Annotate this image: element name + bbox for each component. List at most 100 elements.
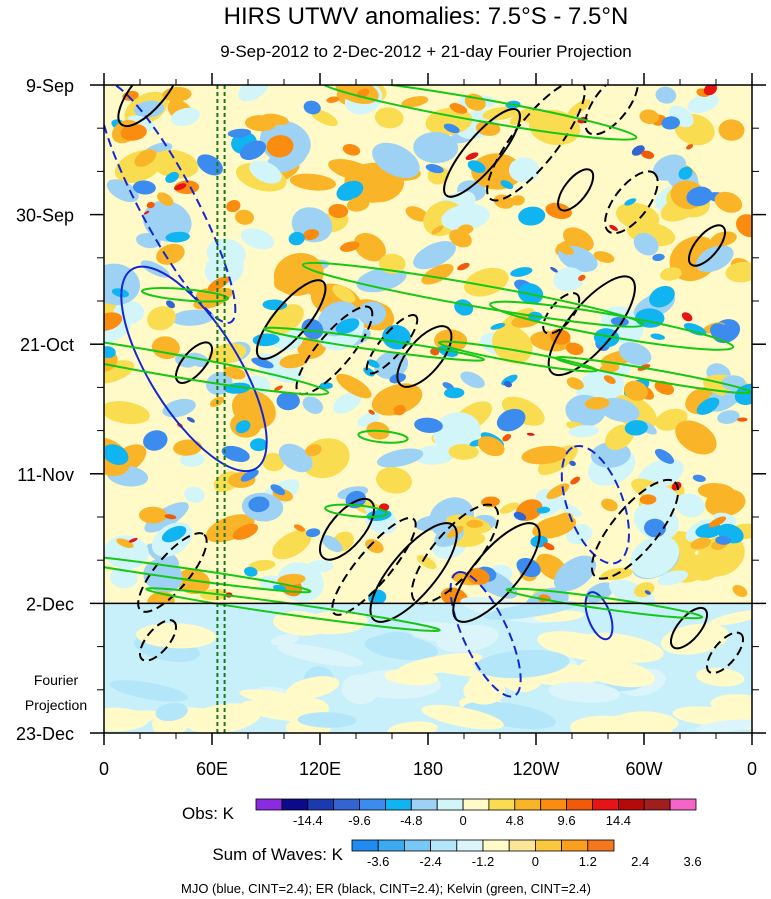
anomaly-cell: [244, 566, 258, 577]
er-contour: [117, 85, 181, 127]
anomaly-cell: [542, 542, 555, 551]
anomaly-cell: [570, 476, 581, 485]
anomaly-cell: [500, 180, 514, 189]
er-contour: [705, 631, 745, 675]
colorbar-swatch: [508, 839, 536, 852]
anomaly-cell: [499, 502, 519, 514]
waves-colorbar-ticks: -3.6 -2.4 -1.2 0 1.2 2.4 3.6: [367, 854, 702, 869]
y-tick-label: 21-Oct: [20, 335, 74, 355]
kelvin-contour: [357, 429, 409, 444]
anomaly-cell: [346, 196, 370, 212]
kelvin-contour: [104, 329, 330, 396]
er-contour: [137, 532, 208, 613]
mjo-contour: [449, 571, 522, 698]
anomaly-cell: [513, 511, 527, 521]
anomaly-cell: [709, 323, 731, 341]
er-contour: [331, 516, 417, 616]
anomaly-cell: [278, 443, 313, 473]
anomaly-cell: [546, 483, 570, 500]
anomaly-cell: [652, 154, 687, 181]
projection-label-line2: Projection: [25, 697, 87, 713]
colorbar-swatch: [462, 798, 490, 811]
projection-cell: [387, 721, 438, 733]
anomaly-cell: [186, 352, 210, 368]
anomaly-cell: [609, 224, 618, 231]
anomaly-cell: [165, 300, 176, 309]
obs-colorbar-ticks: -14.4 -9.6 -4.8 0 4.8 9.6 14.4: [293, 813, 631, 828]
anomaly-cell: [501, 396, 545, 426]
anomaly-cell: [413, 131, 459, 164]
anomaly-cell: [567, 99, 591, 117]
anomaly-cell: [449, 103, 468, 114]
kelvin-contour: [140, 287, 230, 303]
anomaly-cell: [104, 346, 116, 359]
anomaly-cell: [732, 584, 748, 598]
colorbar-swatch: [514, 798, 542, 811]
obs-colorbar-label: Obs: K: [182, 804, 235, 823]
anomaly-cell: [116, 538, 134, 549]
anomaly-cell: [686, 186, 713, 207]
colorbar-swatch: [377, 839, 405, 852]
x-tick-label: 60W: [625, 759, 662, 779]
kelvin-contour: [554, 356, 752, 395]
colorbar-swatch: [430, 839, 458, 852]
anomaly-cell: [239, 140, 267, 161]
anomaly-cell: [249, 160, 282, 184]
anomaly-cell: [170, 107, 201, 127]
kelvin-contour: [301, 261, 645, 328]
projection-cell: [462, 701, 557, 729]
colorbar-swatch: [255, 798, 283, 811]
projection-cell: [297, 712, 357, 728]
kelvin-contour: [505, 587, 704, 620]
anomaly-cell: [135, 233, 161, 249]
colorbar-swatch: [436, 798, 464, 811]
er-contour: [295, 305, 374, 396]
anomaly-cell: [245, 115, 277, 132]
colorbar-swatch: [535, 839, 563, 852]
anomaly-cell: [133, 100, 165, 118]
anomaly-cell: [678, 166, 693, 180]
anomaly-cell: [508, 157, 540, 183]
projection-cell: [341, 674, 379, 705]
anomaly-cell: [703, 85, 717, 96]
colorbar-tick-label: -4.8: [400, 813, 422, 828]
anomaly-cell: [599, 363, 620, 373]
anomaly-cell: [490, 323, 506, 330]
colorbar-swatch: [384, 798, 412, 811]
anomaly-cell: [460, 371, 485, 389]
x-tick-label: 60E: [196, 759, 228, 779]
er-contour: [590, 478, 680, 580]
anomaly-cell: [553, 555, 597, 592]
anomaly-cell: [569, 460, 576, 467]
anomaly-cell: [687, 93, 719, 114]
kelvin-contour: [489, 300, 735, 351]
anomaly-cell: [446, 525, 464, 539]
anomaly-cell: [493, 194, 514, 209]
anomaly-cell: [568, 425, 600, 438]
anomaly-cell: [248, 496, 270, 513]
anomaly-cell: [593, 251, 615, 263]
anomaly-cell: [143, 200, 192, 243]
anomaly-cell: [128, 537, 138, 543]
anomaly-cell: [502, 433, 512, 442]
anomaly-cell: [465, 152, 479, 160]
colorbar-swatch: [410, 798, 438, 811]
colorbar-tick-label: -2.4: [419, 854, 441, 869]
anomaly-cell: [565, 342, 584, 356]
anomaly-cell: [683, 322, 707, 336]
anomaly-cell: [279, 353, 309, 369]
colorbar-swatch: [540, 798, 568, 811]
anomaly-cell: [686, 144, 694, 150]
waves-colorbar: [351, 839, 615, 852]
anomaly-cell: [644, 590, 651, 595]
projection-cell: [286, 676, 340, 700]
anomaly-cell: [270, 484, 286, 496]
colorbar-tick-label: 1.2: [579, 854, 597, 869]
anomaly-cell: [393, 404, 406, 416]
projection-cell: [548, 681, 621, 703]
anomaly-cell: [675, 493, 705, 518]
projection-cell: [384, 669, 439, 686]
chart-title: HIRS UTWV anomalies: 7.5°S - 7.5°N: [224, 3, 629, 30]
colorbar-swatch: [281, 798, 309, 811]
mjo-contour: [584, 591, 614, 641]
